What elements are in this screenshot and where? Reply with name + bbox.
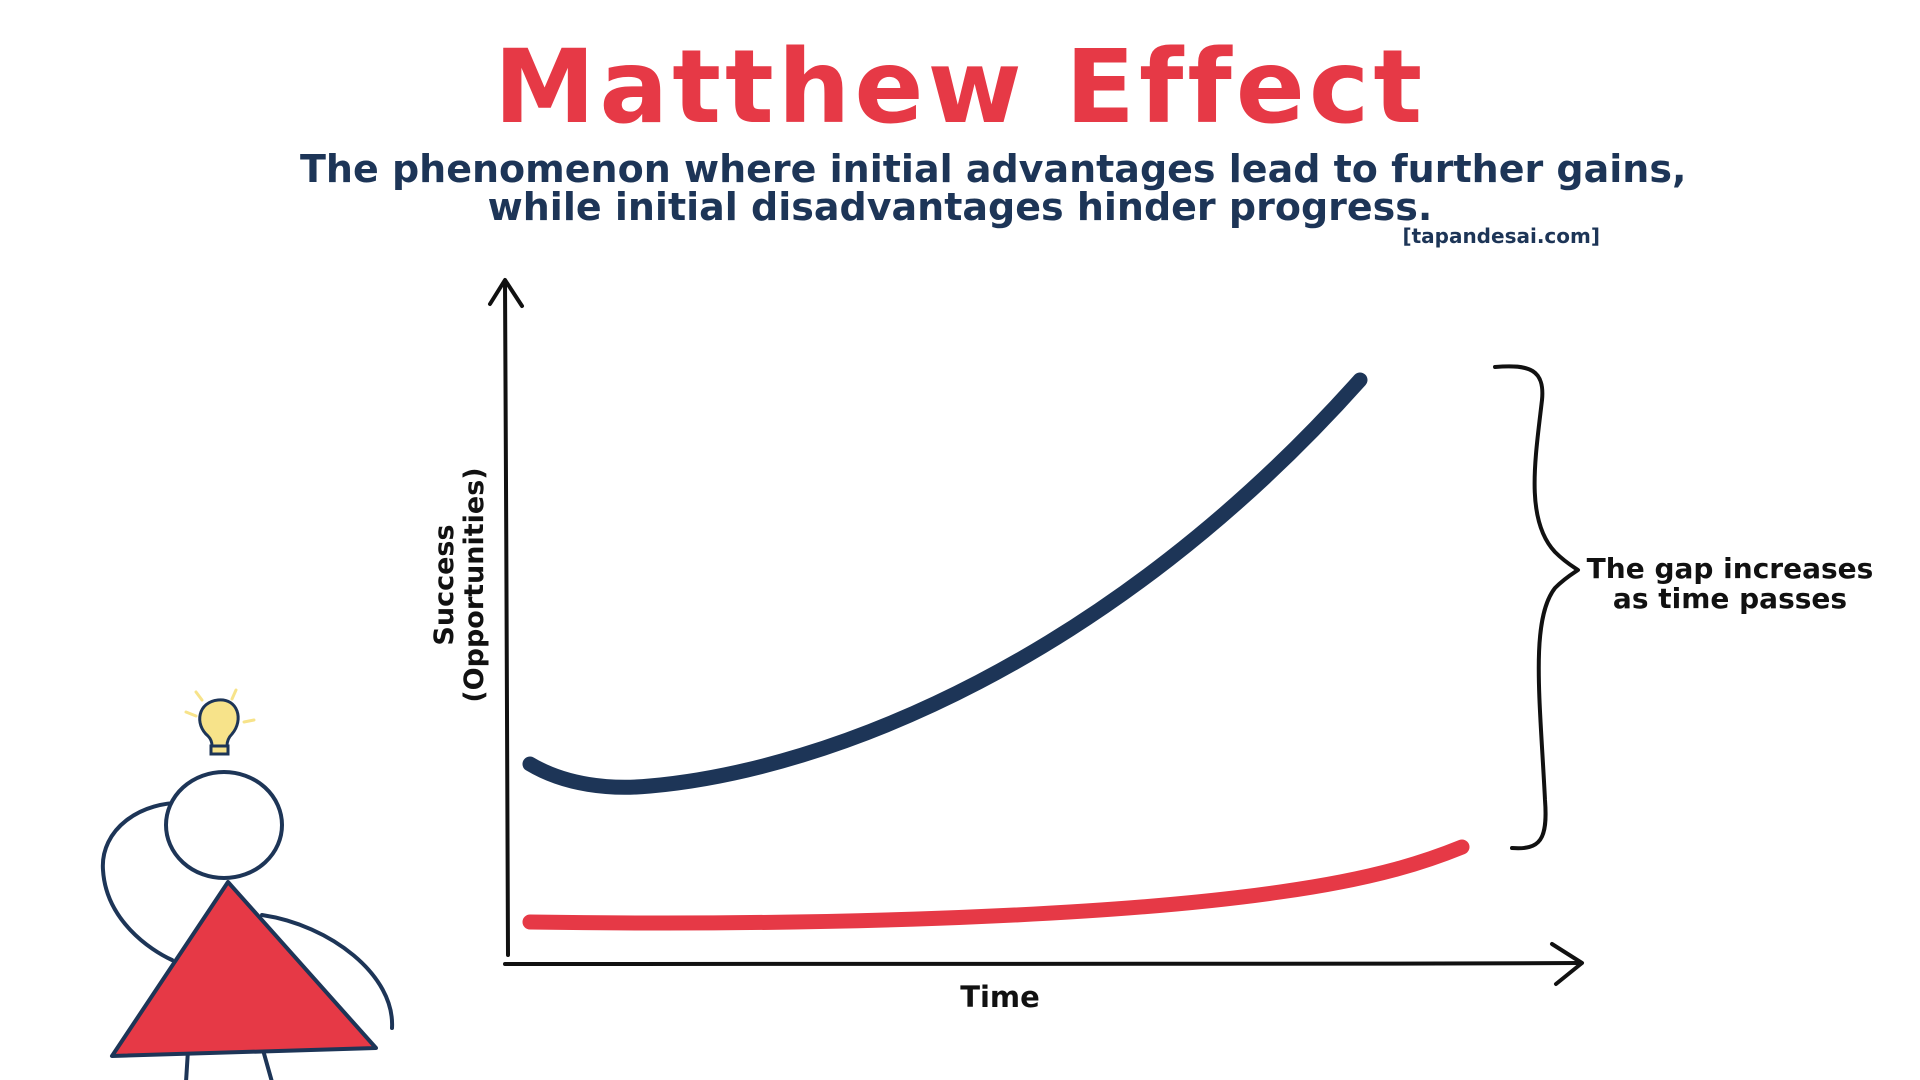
page-title: Matthew Effect	[493, 28, 1427, 147]
lightbulb-ray-left	[184, 710, 198, 718]
x-axis-label: Time	[960, 980, 1040, 1014]
y-axis-label: Success (Opportunities)	[429, 467, 490, 703]
thinking-person-figure	[100, 770, 395, 1080]
y-axis-arrowhead	[488, 278, 524, 308]
gap-annotation: The gap increases as time passes	[1580, 554, 1880, 614]
subtitle-line-1: The phenomenon where initial advantages …	[300, 147, 1687, 191]
figure-hanging-arm	[260, 913, 395, 1030]
figure-raised-arm	[100, 800, 190, 962]
source-credit: [tapandesai.com]	[1402, 224, 1600, 248]
lightbulb-base	[209, 744, 230, 756]
disadvantaged-curve	[522, 839, 1470, 931]
page-subtitle: The phenomenon where initial advantages …	[300, 147, 1687, 229]
y-axis-label-line-2: (Opportunities)	[459, 467, 490, 703]
y-axis-label-line-1: Success	[429, 524, 460, 646]
advantaged-curve	[522, 372, 1368, 795]
figure-head	[164, 770, 284, 880]
figure-right-leg	[261, 1048, 274, 1080]
y-axis	[503, 280, 510, 957]
lightbulb-ray-upper-left	[194, 690, 204, 702]
lightbulb-icon	[184, 688, 256, 756]
lightbulb-glass	[198, 698, 240, 748]
gap-curly-brace	[1493, 364, 1580, 851]
lightbulb-ray-right	[242, 718, 256, 724]
x-axis	[503, 961, 1582, 966]
subtitle-line-2: while initial disadvantages hinder progr…	[487, 185, 1433, 229]
gap-annotation-line-2: as time passes	[1612, 582, 1848, 615]
lightbulb-ray-upper-right	[230, 688, 238, 701]
gap-annotation-line-1: The gap increases	[1586, 552, 1874, 585]
figure-triangle-body	[110, 880, 378, 1058]
x-axis-arrowhead	[1550, 942, 1584, 986]
